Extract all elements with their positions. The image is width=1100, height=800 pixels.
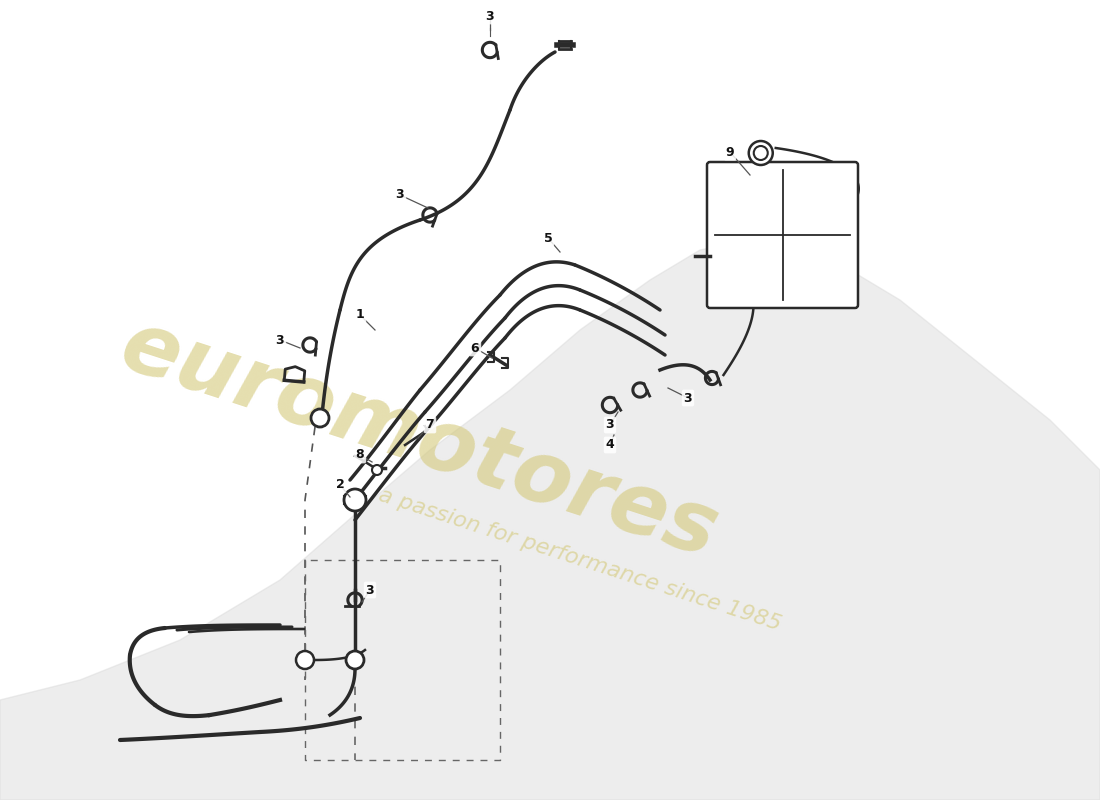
Circle shape [296, 651, 314, 669]
Text: 3: 3 [486, 10, 494, 22]
Text: 1: 1 [355, 309, 364, 322]
Polygon shape [0, 240, 1100, 800]
Circle shape [311, 409, 329, 427]
Text: 3: 3 [365, 583, 374, 597]
Circle shape [346, 651, 364, 669]
Text: euromotores: euromotores [111, 304, 729, 576]
Text: 4: 4 [606, 438, 615, 451]
Text: 5: 5 [543, 231, 552, 245]
Text: 3: 3 [606, 418, 614, 431]
FancyBboxPatch shape [707, 162, 858, 308]
Text: 9: 9 [726, 146, 735, 158]
Circle shape [344, 489, 366, 511]
Text: a passion for performance since 1985: a passion for performance since 1985 [376, 486, 784, 634]
Text: 8: 8 [355, 449, 364, 462]
Text: 2: 2 [336, 478, 344, 491]
Text: 7: 7 [426, 418, 434, 431]
Text: 3: 3 [684, 391, 692, 405]
Text: 6: 6 [471, 342, 480, 354]
Circle shape [372, 465, 382, 475]
Circle shape [749, 141, 772, 165]
Text: 3: 3 [276, 334, 284, 346]
Circle shape [754, 146, 768, 160]
Text: 3: 3 [396, 189, 405, 202]
